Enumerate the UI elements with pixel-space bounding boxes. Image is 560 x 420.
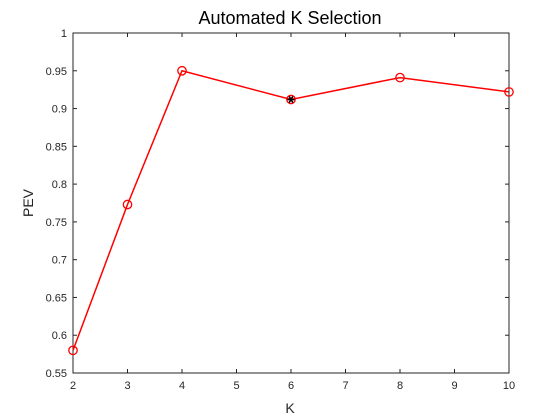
x-tick-label: 5: [233, 380, 239, 392]
x-tick-label: 2: [70, 380, 76, 392]
data-point: [286, 94, 296, 105]
x-axis-label: K: [285, 400, 295, 416]
axes-box: [72, 32, 510, 374]
data-point: [395, 72, 405, 83]
y-tick-label: 0.9: [52, 104, 67, 116]
x-tick-label: 10: [503, 380, 515, 392]
asterisk-stroke: [288, 95, 294, 104]
y-tick-label: 0.7: [52, 255, 67, 267]
x-tick-label: 6: [288, 380, 294, 392]
selected-point-marker: [287, 95, 295, 104]
series-line: [72, 69, 510, 351]
data-point: [177, 65, 187, 76]
plot-area: 2 3 4 5 6 7 8 9 10 0.55 0.6 0.65 0.7 0.75 0.8 0.85 0.9 0.…: [46, 28, 516, 392]
x-tick-label: 7: [342, 380, 348, 392]
chart-title: Automated K Selection: [198, 8, 381, 28]
y-tick-label: 1: [61, 28, 67, 40]
y-tick-label: 0.55: [46, 368, 67, 380]
data-point: [122, 199, 133, 210]
y-tick-label: 0.95: [46, 66, 67, 78]
y-tick-label: 0.85: [46, 141, 67, 153]
data-point: [504, 87, 514, 97]
x-tick-label: 3: [124, 380, 130, 392]
y-tick-label: 0.65: [46, 292, 67, 304]
y-tick-label: 0.8: [52, 179, 67, 191]
x-tick-label: 9: [451, 380, 457, 392]
y-axis-label: PEV: [20, 188, 36, 217]
y-tick-label: 0.75: [46, 217, 67, 229]
y-tick-label: 0.6: [52, 330, 67, 342]
x-tick-label: 4: [179, 380, 185, 392]
x-tick-label: 8: [397, 380, 403, 392]
data-point: [68, 345, 78, 356]
